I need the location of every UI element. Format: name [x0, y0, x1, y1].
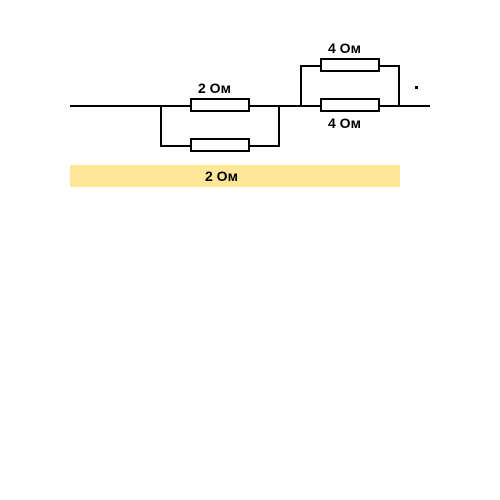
resistor-r1 [190, 98, 250, 112]
resistor-r4 [320, 98, 380, 112]
label-r4: 4 Ом [328, 115, 361, 131]
wire-l-top-a [160, 105, 190, 107]
wire-r-rise-right [398, 65, 400, 107]
wire-r-top-b [380, 65, 400, 67]
circuit-diagram: 2 Ом 4 Ом 4 Ом 2 Ом [70, 30, 430, 210]
wire-l-top-b [250, 105, 280, 107]
wire-left-in [70, 105, 160, 107]
label-r3: 4 Ом [328, 40, 361, 56]
label-r1: 2 Ом [198, 80, 231, 96]
wire-l-drop-right [278, 105, 280, 147]
wire-l-bot-b [250, 145, 280, 147]
wire-r-top-a [300, 65, 320, 67]
dot-right [415, 86, 418, 89]
wire-r-bot-b [380, 105, 400, 107]
wire-middle [280, 105, 300, 107]
resistor-r2 [190, 138, 250, 152]
wire-l-bot-a [160, 145, 190, 147]
resistor-r3 [320, 58, 380, 72]
wire-l-drop-left [160, 105, 162, 145]
wire-r-bot-a [300, 105, 320, 107]
wire-r-rise-left [300, 65, 302, 107]
wire-right-out [400, 105, 430, 107]
label-r2: 2 Ом [205, 168, 238, 184]
